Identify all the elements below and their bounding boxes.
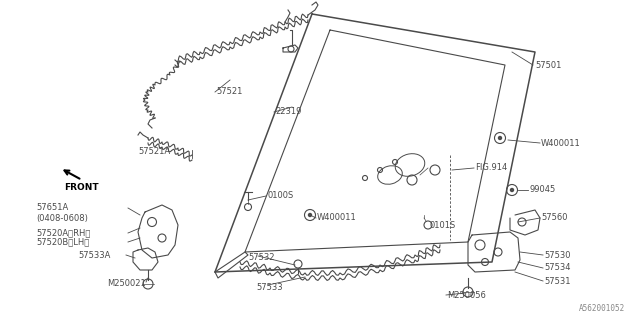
Text: 57520B〈LH〉: 57520B〈LH〉 bbox=[36, 237, 89, 246]
Text: 57521: 57521 bbox=[216, 87, 243, 97]
Text: W400011: W400011 bbox=[317, 213, 356, 222]
Text: FRONT: FRONT bbox=[64, 183, 99, 192]
Text: 99045: 99045 bbox=[529, 186, 556, 195]
Text: 57521A: 57521A bbox=[138, 148, 170, 156]
Text: 57530: 57530 bbox=[544, 251, 570, 260]
Text: 57520A〈RH〉: 57520A〈RH〉 bbox=[36, 228, 90, 237]
Text: 57531: 57531 bbox=[544, 276, 570, 285]
Text: 57534: 57534 bbox=[544, 263, 570, 273]
Text: (0408-0608): (0408-0608) bbox=[36, 213, 88, 222]
Circle shape bbox=[499, 137, 502, 140]
Text: 57651A: 57651A bbox=[36, 204, 68, 212]
Text: 57533: 57533 bbox=[256, 283, 283, 292]
Text: 57533A: 57533A bbox=[78, 251, 110, 260]
Text: W400011: W400011 bbox=[541, 139, 580, 148]
Text: FIG.914: FIG.914 bbox=[475, 164, 508, 172]
Text: 57532: 57532 bbox=[248, 253, 275, 262]
Text: M250021: M250021 bbox=[107, 278, 146, 287]
Text: 0100S: 0100S bbox=[267, 191, 293, 201]
Text: 57501: 57501 bbox=[535, 60, 561, 69]
Circle shape bbox=[308, 213, 312, 217]
Text: 57560: 57560 bbox=[541, 213, 568, 222]
Text: M250056: M250056 bbox=[447, 292, 486, 300]
Text: A562001052: A562001052 bbox=[579, 304, 625, 313]
Circle shape bbox=[511, 188, 513, 191]
Text: 0101S: 0101S bbox=[430, 220, 456, 229]
Text: 22319: 22319 bbox=[275, 108, 301, 116]
